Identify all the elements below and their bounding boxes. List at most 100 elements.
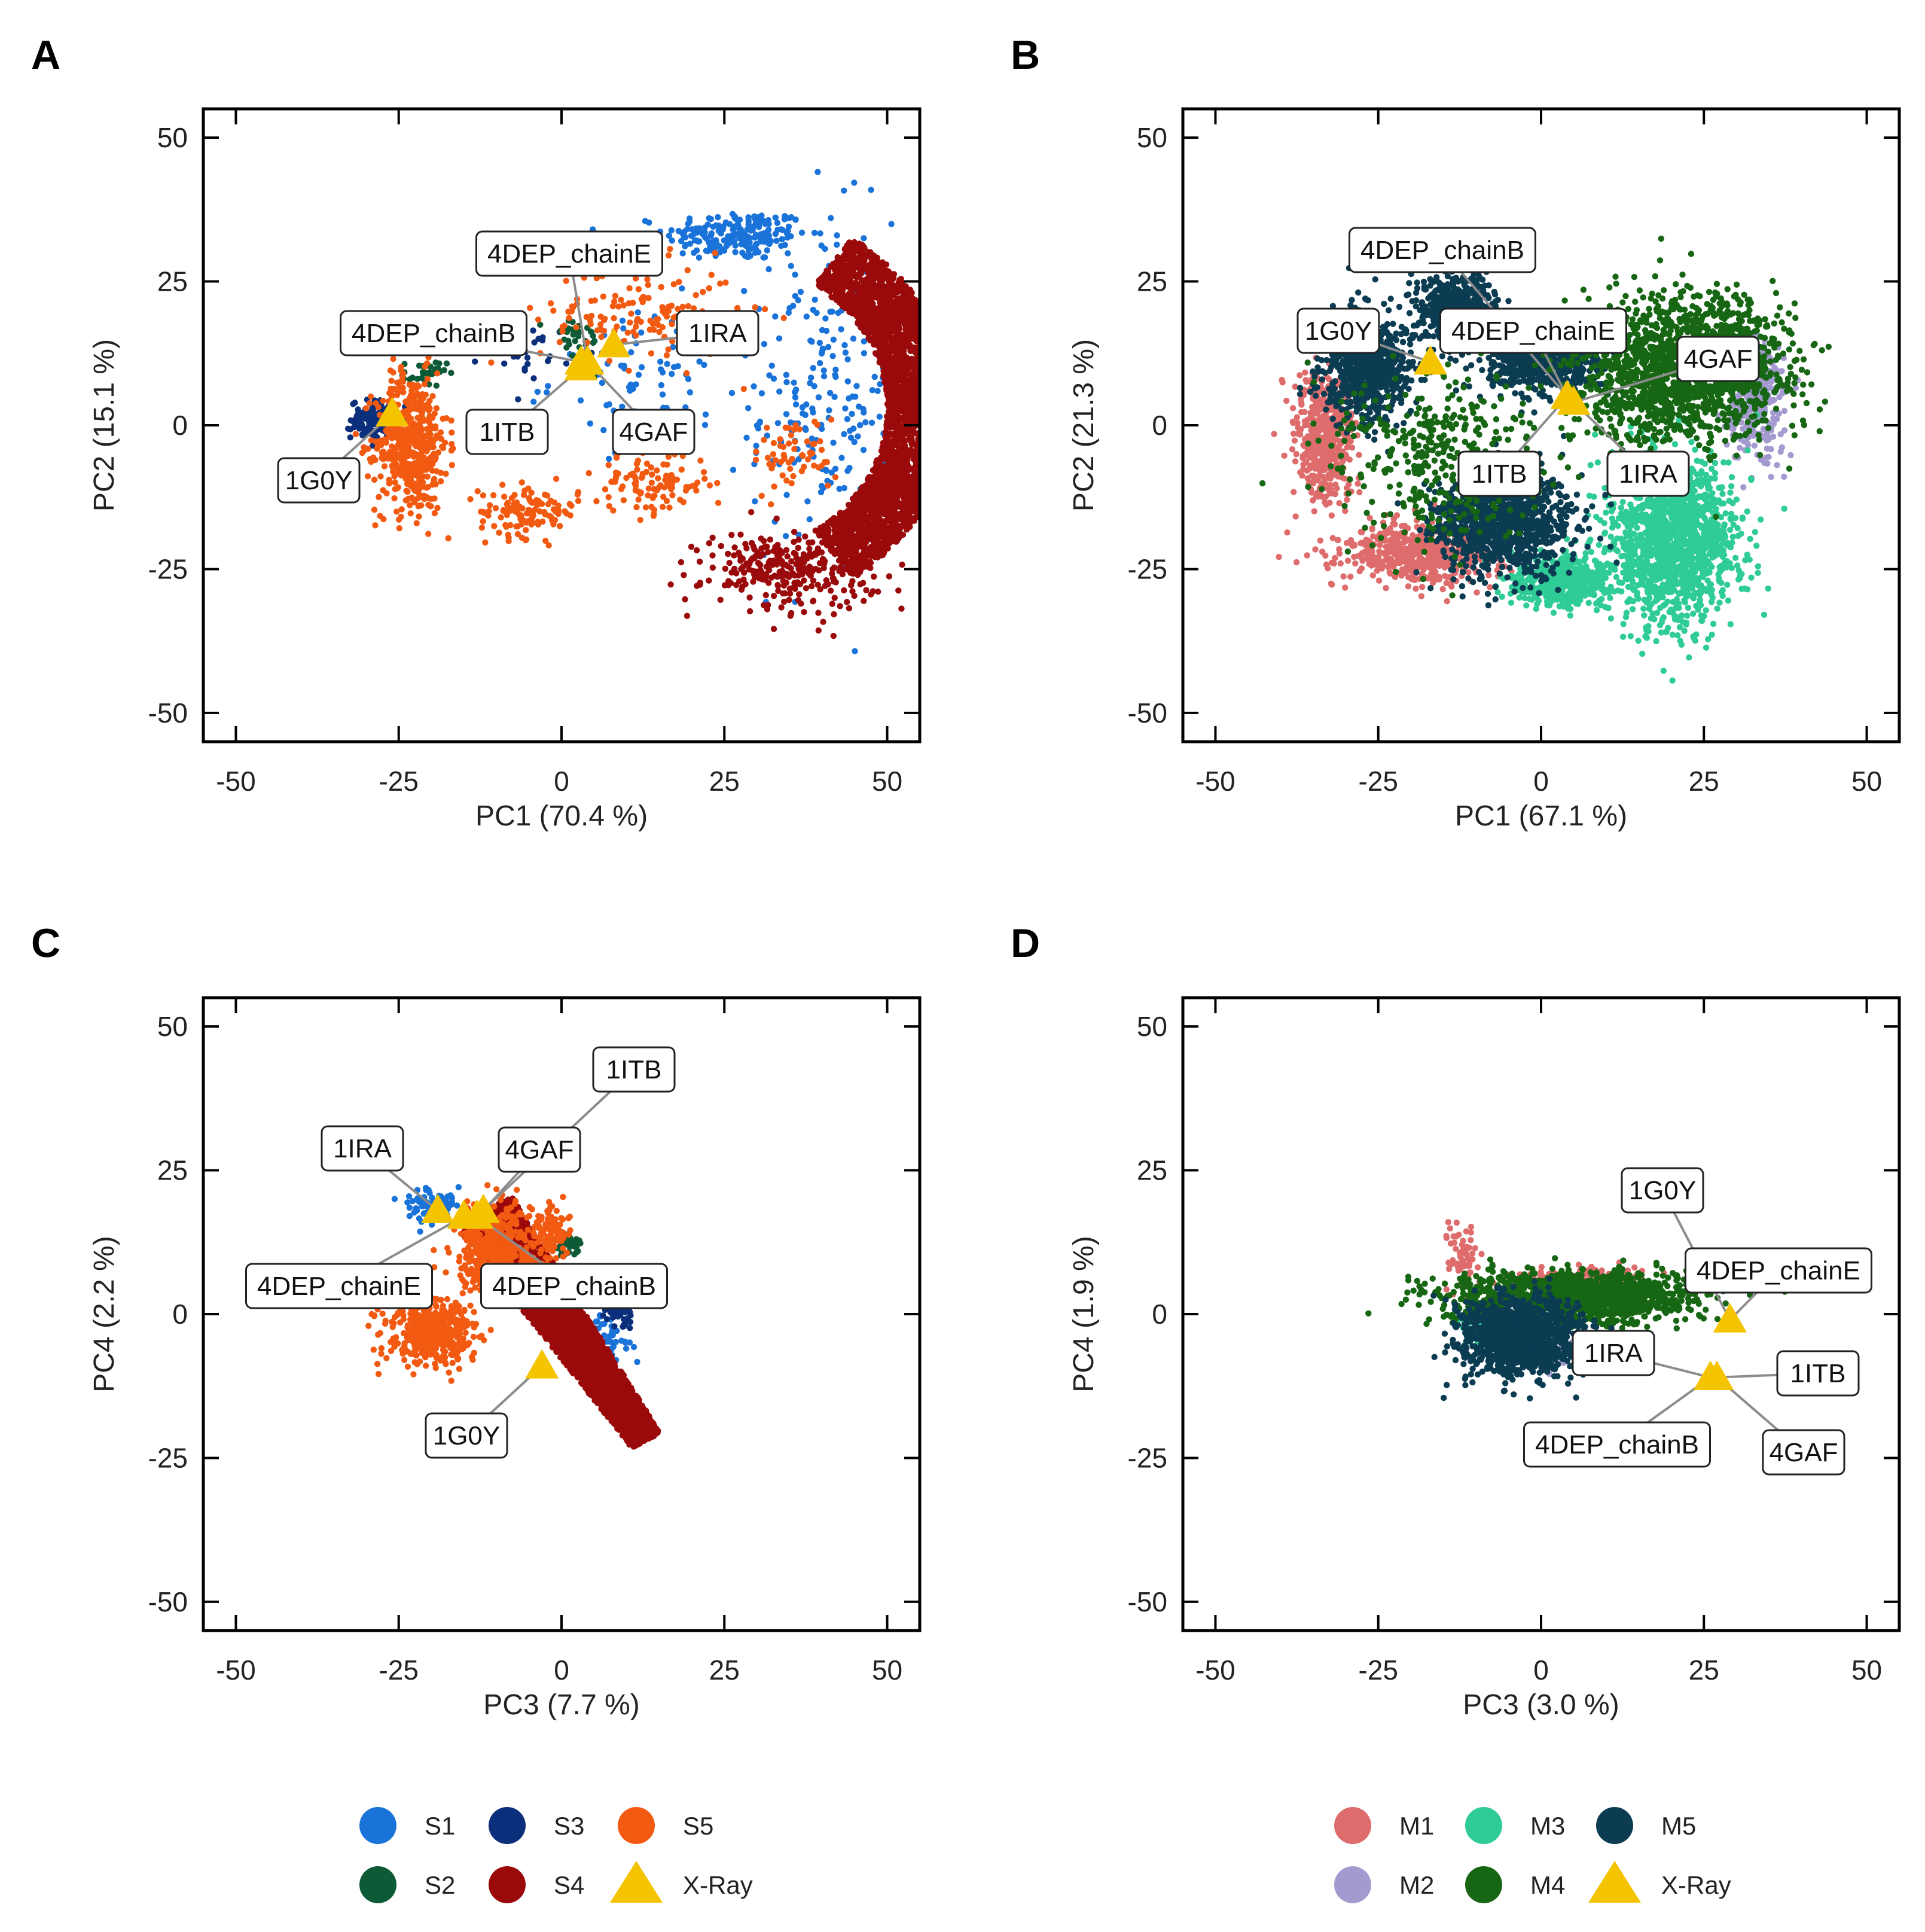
point-S4: [879, 448, 886, 455]
point-S5: [649, 321, 657, 327]
point-S4: [897, 474, 904, 481]
point-S5: [431, 410, 438, 417]
point-S4: [867, 509, 874, 516]
point-S1: [828, 215, 834, 221]
point-S5: [715, 499, 722, 506]
point-S5: [504, 501, 510, 508]
point-S4: [896, 349, 903, 356]
point-S4: [834, 268, 841, 275]
point-S5: [403, 450, 410, 458]
point-S4: [886, 459, 893, 465]
point-S5: [385, 429, 391, 436]
point-S5: [405, 443, 411, 449]
point-S3: [347, 434, 353, 441]
point-S5: [431, 510, 438, 517]
point-S1: [731, 223, 738, 230]
point-S5: [669, 492, 676, 499]
point-S1: [847, 434, 855, 441]
point-S5: [613, 455, 620, 461]
point-S4: [859, 496, 867, 502]
point-S5: [556, 523, 563, 529]
point-S4: [908, 401, 916, 407]
point-S4: [841, 587, 847, 594]
point-S5: [788, 480, 795, 487]
point-S4: [886, 270, 892, 276]
point-S5: [381, 463, 388, 470]
point-S1: [756, 224, 762, 230]
point-S1: [731, 214, 738, 221]
point-S4: [895, 395, 901, 402]
point-S1: [792, 217, 799, 223]
point-S4: [681, 572, 687, 578]
point-S1: [820, 367, 827, 374]
point-S4: [905, 331, 911, 339]
point-S1: [847, 428, 853, 434]
point-S5: [438, 435, 444, 442]
point-S1: [804, 498, 811, 505]
point-S5: [518, 479, 525, 486]
point-S1: [700, 231, 706, 237]
point-S5: [434, 504, 441, 511]
point-S4: [826, 288, 833, 295]
point-S4: [908, 356, 915, 363]
point-S5: [804, 438, 811, 445]
point-S5: [491, 523, 498, 529]
series-S4: [667, 239, 920, 639]
point-S4: [846, 284, 853, 291]
point-S4: [880, 359, 886, 367]
point-S4: [896, 367, 904, 374]
point-S4: [884, 289, 890, 295]
point-S4: [888, 407, 895, 414]
point-S4: [879, 529, 886, 536]
point-S5: [664, 461, 670, 468]
point-S1: [765, 227, 772, 233]
point-S4: [899, 426, 906, 433]
point-S5: [387, 367, 394, 374]
point-S4: [889, 447, 896, 455]
point-S5: [611, 298, 618, 305]
point-S4: [737, 531, 744, 538]
point-S2: [572, 338, 578, 345]
point-S5: [542, 538, 549, 544]
point-S1: [761, 341, 768, 348]
point-S4: [910, 465, 916, 472]
point-S2: [416, 362, 423, 369]
point-S2: [407, 376, 413, 383]
point-S4: [886, 296, 893, 303]
point-S1: [727, 221, 733, 227]
point-S5: [438, 478, 444, 484]
point-S5: [800, 452, 806, 459]
point-S5: [551, 499, 558, 506]
point-S1: [810, 365, 817, 371]
point-S4: [850, 512, 857, 519]
point-S5: [665, 252, 672, 259]
point-S4: [861, 288, 868, 295]
point-S4: [894, 376, 901, 383]
point-S4: [905, 288, 911, 294]
point-S5: [620, 497, 627, 504]
point-S5: [633, 332, 639, 339]
point-S1: [783, 411, 790, 418]
point-S5: [488, 359, 495, 366]
point-S1: [764, 432, 771, 439]
point-S4: [878, 337, 884, 344]
point-S5: [605, 462, 612, 468]
point-S5: [525, 517, 532, 525]
point-S1: [861, 338, 868, 345]
point-S4: [726, 559, 733, 566]
point-S1: [812, 296, 818, 303]
point-S1: [678, 237, 685, 245]
point-S4: [901, 304, 907, 310]
point-S4: [861, 598, 867, 604]
point-S5: [655, 321, 661, 328]
point-S1: [814, 169, 821, 175]
point-S4: [911, 304, 918, 311]
point-S1: [876, 413, 883, 420]
point-S5: [626, 285, 633, 292]
point-S3: [373, 417, 380, 423]
point-S4: [847, 246, 853, 252]
point-S4: [871, 535, 877, 541]
point-S1: [807, 380, 813, 386]
point-S5: [772, 457, 779, 464]
